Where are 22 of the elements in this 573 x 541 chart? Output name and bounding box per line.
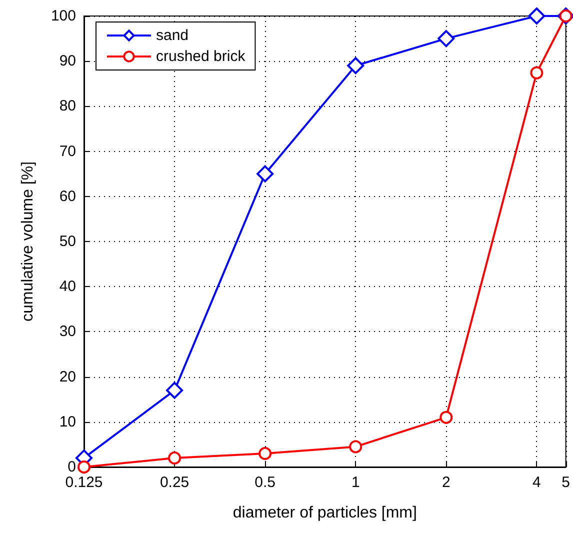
legend-label: sand (156, 27, 189, 44)
x-tick-label: 5 (562, 474, 570, 491)
y-tick-label: 80 (59, 98, 76, 115)
x-tick-label: 2 (442, 474, 450, 491)
legend-label: crushed brick (156, 48, 246, 65)
x-tick-label: 0.125 (65, 474, 103, 491)
x-tick-label: 4 (532, 474, 541, 491)
x-tick-label: 0.5 (254, 474, 276, 491)
y-tick-label: 70 (59, 142, 76, 160)
y-tick-label: 60 (59, 188, 76, 205)
y-tick-label: 20 (59, 368, 76, 386)
y-tick-label: 40 (59, 278, 76, 296)
y-tick-label: 90 (59, 52, 76, 70)
y-tick-label: 50 (59, 233, 76, 250)
y-axis-title: cumulative volume [%] (20, 161, 36, 322)
y-tick-label: 100 (50, 8, 76, 24)
x-tick-label: 1 (351, 474, 360, 491)
x-tick-label: 0.25 (160, 474, 190, 491)
x-axis-title: diameter of particles [mm] (232, 504, 417, 522)
y-tick-label: 0 (68, 458, 76, 476)
y-tick-label: 10 (59, 413, 76, 430)
y-tick-label: 30 (59, 323, 76, 340)
